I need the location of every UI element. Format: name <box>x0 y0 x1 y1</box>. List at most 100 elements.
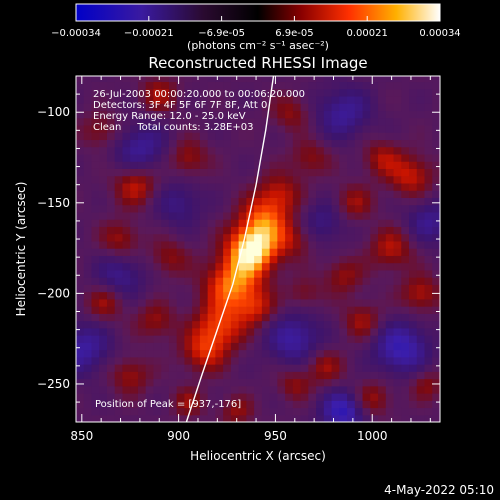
heatmap-cell <box>168 233 178 242</box>
heatmap-cell <box>99 414 108 422</box>
heatmap-cell <box>168 356 178 365</box>
heatmap-cell <box>145 139 155 148</box>
heatmap-cell <box>308 255 317 264</box>
heatmap-cell <box>277 153 286 162</box>
heatmap-cell <box>184 161 193 169</box>
heatmap-cell <box>362 76 371 83</box>
heatmap-cell <box>385 364 395 372</box>
heatmap-cell <box>153 284 162 293</box>
heatmap-cell <box>385 356 395 365</box>
heatmap-cell <box>292 190 302 198</box>
heatmap-cell <box>106 124 116 133</box>
heatmap-cell <box>161 161 170 169</box>
heatmap-cell <box>292 364 302 372</box>
heatmap-cell <box>238 349 247 358</box>
heatmap-cell <box>316 204 325 213</box>
heatmap-cell <box>347 313 356 322</box>
heatmap-cell <box>199 248 209 256</box>
heatmap-cell <box>215 81 224 90</box>
heatmap-cell <box>316 393 325 401</box>
heatmap-cell <box>347 161 356 169</box>
heatmap-cell <box>409 306 418 314</box>
heatmap-cell <box>347 385 356 394</box>
heatmap-cell <box>161 298 170 307</box>
heatmap-cell <box>362 204 371 213</box>
heatmap-cell <box>161 385 170 394</box>
heatmap-cell <box>300 110 309 119</box>
heatmap-cell <box>347 117 356 126</box>
heatmap-cell <box>393 335 402 343</box>
heatmap-cell <box>130 291 139 300</box>
heatmap-cell <box>137 320 147 329</box>
heatmap-cell <box>246 197 255 206</box>
heatmap-cell <box>370 226 379 235</box>
heatmap-cell <box>370 349 379 358</box>
heatmap-cell <box>393 81 402 90</box>
heatmap-cell <box>184 76 193 83</box>
heatmap-cell <box>122 320 131 329</box>
heatmap-cell <box>347 306 356 314</box>
heatmap-cell <box>300 233 309 242</box>
heatmap-cell <box>393 233 402 242</box>
heatmap-cell <box>378 342 387 351</box>
heatmap-cell <box>354 139 364 148</box>
heatmap-cell <box>354 248 364 256</box>
heatmap-cell <box>316 262 325 271</box>
heatmap-cell <box>99 284 108 293</box>
heatmap-cell <box>339 313 348 322</box>
heatmap-cell <box>161 132 170 141</box>
heatmap-cell <box>137 197 147 206</box>
heatmap-cell <box>230 291 240 300</box>
heatmap-cell <box>354 320 364 329</box>
heatmap-cell <box>331 393 340 401</box>
heatmap-cell <box>261 320 271 329</box>
heatmap-cell <box>145 95 155 104</box>
heatmap-cell <box>316 335 325 343</box>
heatmap-cell <box>238 182 247 191</box>
heatmap-cell <box>409 190 418 198</box>
heatmap-cell <box>153 371 162 380</box>
heatmap-cell <box>176 132 186 141</box>
heatmap-cell <box>393 124 402 133</box>
heatmap-cell <box>285 393 294 401</box>
heatmap-cell <box>137 211 147 220</box>
heatmap-cell <box>76 298 85 307</box>
heatmap-cell <box>230 284 240 293</box>
heatmap-cell <box>339 204 348 213</box>
heatmap-cell <box>83 139 93 148</box>
heatmap-cell <box>130 226 139 235</box>
heatmap-cell <box>393 291 402 300</box>
heatmap-cell <box>347 284 356 293</box>
heatmap-cell <box>416 269 426 278</box>
heatmap-cell <box>292 76 302 83</box>
heatmap-cell <box>362 298 371 307</box>
heatmap-cell <box>238 356 247 365</box>
heatmap-cell <box>83 393 93 401</box>
heatmap-cell <box>424 204 433 213</box>
heatmap-cell <box>292 262 302 271</box>
heatmap-cell <box>238 371 247 380</box>
heatmap-cell <box>199 269 209 278</box>
heatmap-cell <box>137 95 147 104</box>
heatmap-cell <box>292 400 302 409</box>
heatmap-cell <box>76 284 85 293</box>
heatmap-cell <box>99 385 108 394</box>
heatmap-cell <box>192 378 201 387</box>
heatmap-cell <box>192 161 201 169</box>
heatmap-cell <box>106 95 116 104</box>
heatmap-cell <box>339 284 348 293</box>
heatmap-cell <box>192 197 201 206</box>
heatmap-cell <box>145 88 155 97</box>
heatmap-cell <box>424 342 433 351</box>
heatmap-cell <box>76 124 85 133</box>
heatmap-cell <box>323 255 333 264</box>
heatmap-cell <box>114 255 124 264</box>
heatmap-cell <box>168 88 178 97</box>
heatmap-cell <box>300 313 309 322</box>
heatmap-cell <box>246 255 255 264</box>
heatmap-cell <box>153 146 162 155</box>
heatmap-cell <box>176 342 186 351</box>
heatmap-cell <box>300 393 309 401</box>
heatmap-cell <box>261 342 271 351</box>
heatmap-cell <box>207 393 216 401</box>
